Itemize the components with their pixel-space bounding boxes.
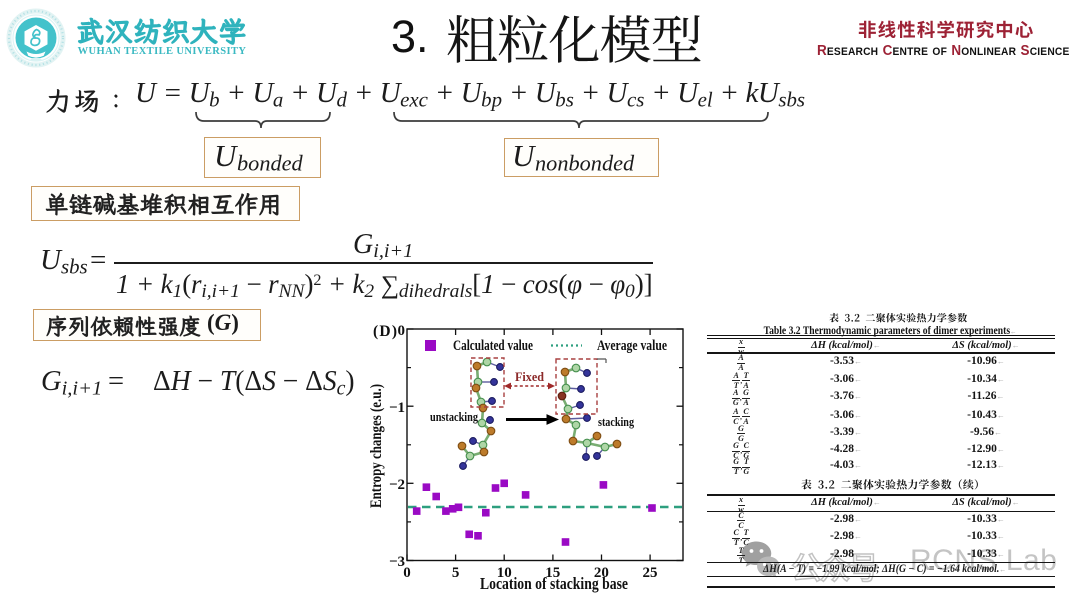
svg-text:10: 10 bbox=[497, 565, 512, 581]
svg-text:25: 25 bbox=[643, 565, 658, 581]
svg-text:−2: −2 bbox=[389, 477, 405, 493]
svg-text:Calculated value: Calculated value bbox=[453, 338, 533, 354]
svg-text:(D): (D) bbox=[373, 323, 397, 340]
svg-text:Average value: Average value bbox=[597, 338, 667, 354]
svg-text:Entropy changes (e.u.): Entropy changes (e.u.) bbox=[368, 384, 385, 508]
svg-text:5: 5 bbox=[452, 565, 460, 581]
svg-text:−3: −3 bbox=[389, 554, 405, 570]
svg-text:Location of stacking base: Location of stacking base bbox=[480, 574, 628, 593]
svg-text:unstacking: unstacking bbox=[430, 410, 479, 424]
svg-text:15: 15 bbox=[545, 565, 560, 581]
svg-text:−1: −1 bbox=[389, 400, 405, 416]
svg-text:Fixed: Fixed bbox=[515, 369, 545, 384]
svg-text:20: 20 bbox=[594, 565, 609, 581]
svg-text:0: 0 bbox=[403, 565, 411, 581]
svg-text:stacking: stacking bbox=[598, 415, 635, 429]
svg-text:0: 0 bbox=[398, 323, 406, 339]
